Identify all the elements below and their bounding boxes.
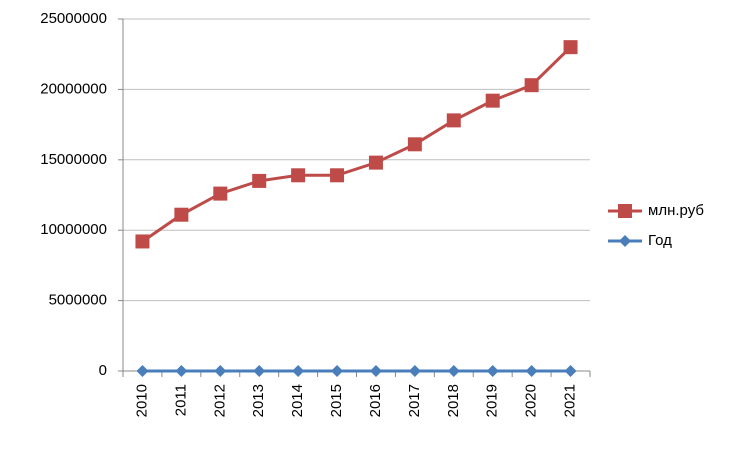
legend-marker <box>619 235 631 247</box>
x-tick-label: 2010 <box>133 384 150 417</box>
data-point <box>486 364 499 377</box>
y-tick-label: 15000000 <box>40 151 107 168</box>
x-tick-label: 2014 <box>289 384 306 417</box>
data-point <box>174 207 189 222</box>
data-point <box>447 364 460 377</box>
data-point <box>525 364 538 377</box>
x-tick-label: 2018 <box>445 384 462 417</box>
data-point <box>408 364 421 377</box>
y-tick-label: 5000000 <box>49 292 107 309</box>
data-point <box>485 93 500 108</box>
y-tick-label: 0 <box>99 362 107 379</box>
data-point <box>253 364 266 377</box>
data-point <box>446 113 461 128</box>
data-point <box>407 137 422 152</box>
data-point <box>330 168 345 183</box>
x-tick-label: 2017 <box>406 384 423 417</box>
data-point <box>213 186 228 201</box>
x-tick-label: 2011 <box>172 384 189 416</box>
x-tick-label: 2016 <box>367 384 384 417</box>
data-point <box>331 364 344 377</box>
data-point <box>368 155 383 170</box>
data-point <box>175 364 188 377</box>
x-tick-label: 2021 <box>562 384 579 417</box>
x-tick-label: 2012 <box>211 384 228 417</box>
data-point <box>136 364 149 377</box>
data-point <box>524 78 539 93</box>
data-point <box>291 168 306 183</box>
data-point <box>252 173 267 188</box>
legend-marker <box>618 204 632 218</box>
data-point <box>214 364 227 377</box>
data-point <box>292 364 305 377</box>
y-tick-label: 20000000 <box>40 80 107 97</box>
y-tick-label: 10000000 <box>40 221 107 238</box>
x-tick-label: 2020 <box>523 384 540 417</box>
data-point <box>369 364 382 377</box>
data-point <box>563 40 578 55</box>
y-tick-label: 25000000 <box>40 10 107 27</box>
series-line <box>141 46 572 243</box>
x-tick-label: 2015 <box>328 384 345 417</box>
x-tick-label: 2013 <box>250 384 267 417</box>
data-point <box>135 234 150 249</box>
legend-label: млн.руб <box>648 202 704 219</box>
legend-label: Год <box>648 232 672 249</box>
data-point <box>564 364 577 377</box>
x-tick-label: 2019 <box>484 384 501 417</box>
